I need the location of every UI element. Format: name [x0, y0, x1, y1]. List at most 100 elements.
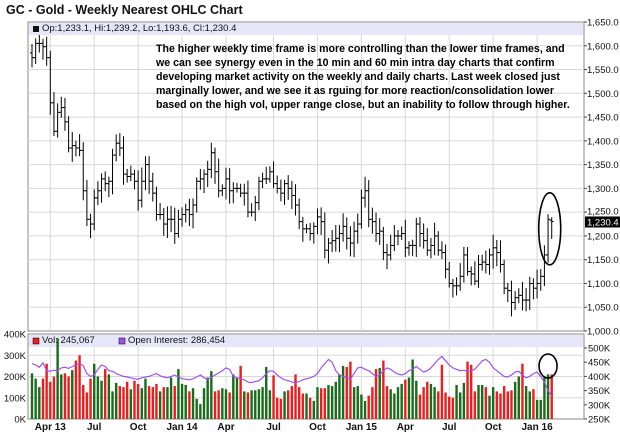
- volume-bar: [374, 369, 378, 419]
- highlight-ellipse-price: [537, 191, 562, 266]
- volume-tick-label: 400K: [4, 330, 27, 341]
- price-tick-label: 1,400.0: [587, 136, 619, 147]
- volume-bar: [162, 387, 165, 419]
- oi-tick-label: 400K: [588, 372, 611, 383]
- price-tick-label: 1,250.0: [587, 206, 619, 217]
- volume-bar: [371, 387, 374, 419]
- volume-bar: [155, 383, 158, 419]
- price-tick-label: 1,450.0: [587, 113, 619, 124]
- volume-bar: [352, 387, 356, 419]
- volume-bar: [265, 366, 268, 419]
- volume-bar: [118, 386, 122, 419]
- volume-bar: [502, 386, 506, 419]
- volume-bar: [484, 387, 488, 419]
- volume-legend-swatch: [32, 337, 40, 345]
- chart-annotation: The higher weekly time frame is more con…: [156, 43, 570, 111]
- volume-bar: [133, 380, 136, 419]
- volume-bar: [191, 388, 195, 419]
- volume-bar: [104, 369, 107, 419]
- oi-tick-label: 250K: [588, 415, 611, 426]
- x-tick-label: Oct: [309, 422, 326, 433]
- volume-bar: [140, 388, 143, 419]
- x-tick-label: Oct: [485, 422, 502, 433]
- volume-bar: [34, 378, 37, 419]
- volume-bar: [349, 361, 352, 419]
- volume-bar: [444, 392, 447, 419]
- volume-bar: [173, 386, 176, 419]
- volume-bar: [323, 388, 326, 419]
- open-interest-legend: Open Interest: 286,454: [128, 335, 226, 346]
- volume-bar: [407, 377, 411, 419]
- volume-bar: [180, 383, 184, 419]
- x-tick-label: Jan 16: [522, 422, 554, 433]
- volume-bar: [550, 374, 553, 419]
- volume-bar: [272, 375, 275, 419]
- volume-tick-label: 100K: [4, 393, 27, 404]
- volume-bar: [111, 391, 114, 419]
- volume-bar: [396, 387, 400, 419]
- price-tick-label: 1,500.0: [587, 89, 619, 100]
- oi-tick-label: 350K: [588, 386, 611, 397]
- volume-bar: [345, 366, 348, 419]
- volume-bar: [257, 389, 261, 419]
- volume-tick-label: 0K: [14, 415, 26, 426]
- volume-bar: [246, 392, 250, 419]
- volume-bar: [524, 386, 528, 419]
- volume-bar: [437, 391, 440, 419]
- volume-bar: [82, 385, 85, 419]
- volume-bar: [528, 391, 531, 419]
- volume-bar: [382, 360, 385, 419]
- volume-bar: [363, 400, 367, 419]
- volume-bar: [166, 387, 169, 419]
- volume-bar: [294, 374, 297, 419]
- volume-bar: [49, 381, 52, 419]
- price-tick-label: 1,650.0: [587, 18, 619, 29]
- volume-bar: [195, 398, 198, 419]
- volume-bar: [316, 387, 319, 419]
- volume-header-bar: [29, 335, 583, 347]
- volume-bar: [228, 392, 231, 419]
- volume-bar: [327, 385, 330, 419]
- volume-bar: [71, 370, 74, 419]
- volume-bar: [45, 363, 48, 419]
- price-tick-label: 1,200.0: [587, 231, 619, 242]
- volume-bar: [188, 391, 191, 419]
- volume-bar: [459, 392, 462, 419]
- volume-bar: [202, 388, 206, 419]
- volume-bar: [488, 395, 491, 419]
- volume-bar: [224, 389, 228, 419]
- volume-bar: [532, 389, 535, 419]
- volume-bar: [279, 398, 283, 419]
- volume-bar: [74, 360, 78, 419]
- volume-bar: [114, 382, 118, 419]
- price-tick-label: 1,550.0: [587, 65, 619, 76]
- volume-bar: [415, 380, 418, 419]
- volume-bar: [297, 387, 301, 419]
- volume-bar: [305, 393, 308, 419]
- price-panel: [27, 21, 585, 332]
- volume-bar: [41, 378, 45, 419]
- price-tick-label: 1,000.0: [587, 327, 619, 338]
- volume-bar: [107, 374, 111, 419]
- volume-bar: [517, 376, 520, 419]
- ohlc-legend-swatch: [33, 26, 39, 32]
- volume-bar: [60, 374, 63, 419]
- volume-bar: [422, 387, 425, 419]
- volume-bar: [510, 390, 513, 419]
- volume-bar: [477, 385, 480, 419]
- volume-bar: [448, 396, 451, 419]
- volume-bar: [546, 374, 550, 419]
- volume-bar: [147, 386, 151, 419]
- volume-bar: [378, 368, 381, 419]
- volume-bar: [539, 399, 542, 419]
- last-price-tag: [585, 216, 620, 228]
- x-tick-label: Apr 13: [35, 422, 67, 433]
- volume-bar: [85, 392, 89, 419]
- volume-bar: [283, 391, 286, 419]
- volume-bar: [268, 390, 272, 419]
- volume-bar: [276, 397, 279, 419]
- x-tick-label: Jan 14: [166, 422, 198, 433]
- volume-bar: [122, 387, 125, 419]
- volume-bar: [144, 378, 147, 419]
- volume-bar: [312, 400, 316, 419]
